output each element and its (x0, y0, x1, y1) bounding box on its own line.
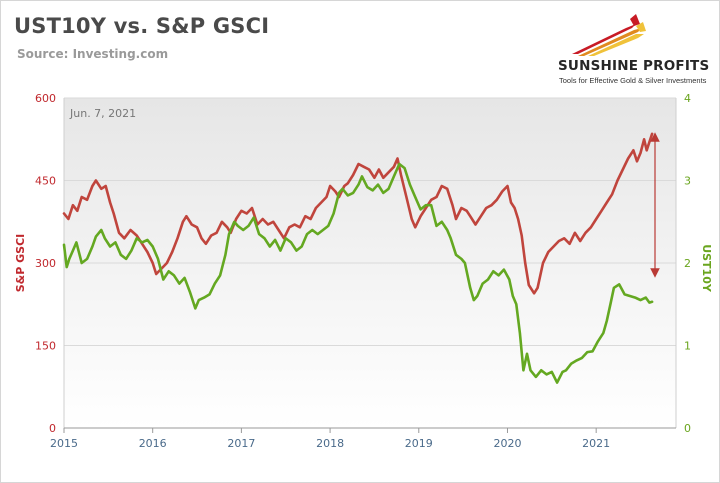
left-tick-label: 600 (35, 92, 56, 105)
x-tick-label: 2018 (316, 437, 344, 450)
left-axis-label: S&P GSCI (14, 234, 27, 293)
right-tick-label: 1 (684, 340, 691, 353)
left-tick-label: 450 (35, 175, 56, 188)
sp-gsci-line (62, 132, 654, 295)
left-tick-label: 150 (35, 340, 56, 353)
x-tick-label: 2019 (405, 437, 433, 450)
right-tick-label: 0 (684, 422, 691, 435)
date-annotation: Jun. 7, 2021 (69, 107, 136, 120)
x-tick-label: 2015 (50, 437, 78, 450)
left-tick-label: 0 (49, 422, 56, 435)
right-tick-label: 4 (684, 92, 691, 105)
chart-source: Source: Investing.com (17, 47, 169, 61)
brand-name: SUNSHINE PROFITS (558, 58, 710, 74)
right-axis-label: UST10Y (700, 244, 713, 293)
axes: 0 150 300 450 600 0 1 2 3 4 2015 2016 2017 2018 2019 20… (35, 92, 691, 450)
ust10y-line (62, 162, 654, 384)
left-tick-label: 300 (35, 257, 56, 270)
brand-tagline: Tools for Effective Gold & Silver Invest… (559, 76, 707, 85)
x-tick-label: 2017 (227, 437, 255, 450)
right-tick-label: 2 (684, 257, 691, 270)
chart-title: UST10Y vs. S&P GSCI (14, 14, 270, 38)
x-tick-label: 2020 (493, 437, 521, 450)
right-tick-label: 3 (684, 175, 691, 188)
x-tick-label: 2021 (582, 437, 610, 450)
series (62, 132, 654, 384)
sunshine-profits-logo (572, 14, 646, 56)
x-tick-label: 2016 (139, 437, 167, 450)
